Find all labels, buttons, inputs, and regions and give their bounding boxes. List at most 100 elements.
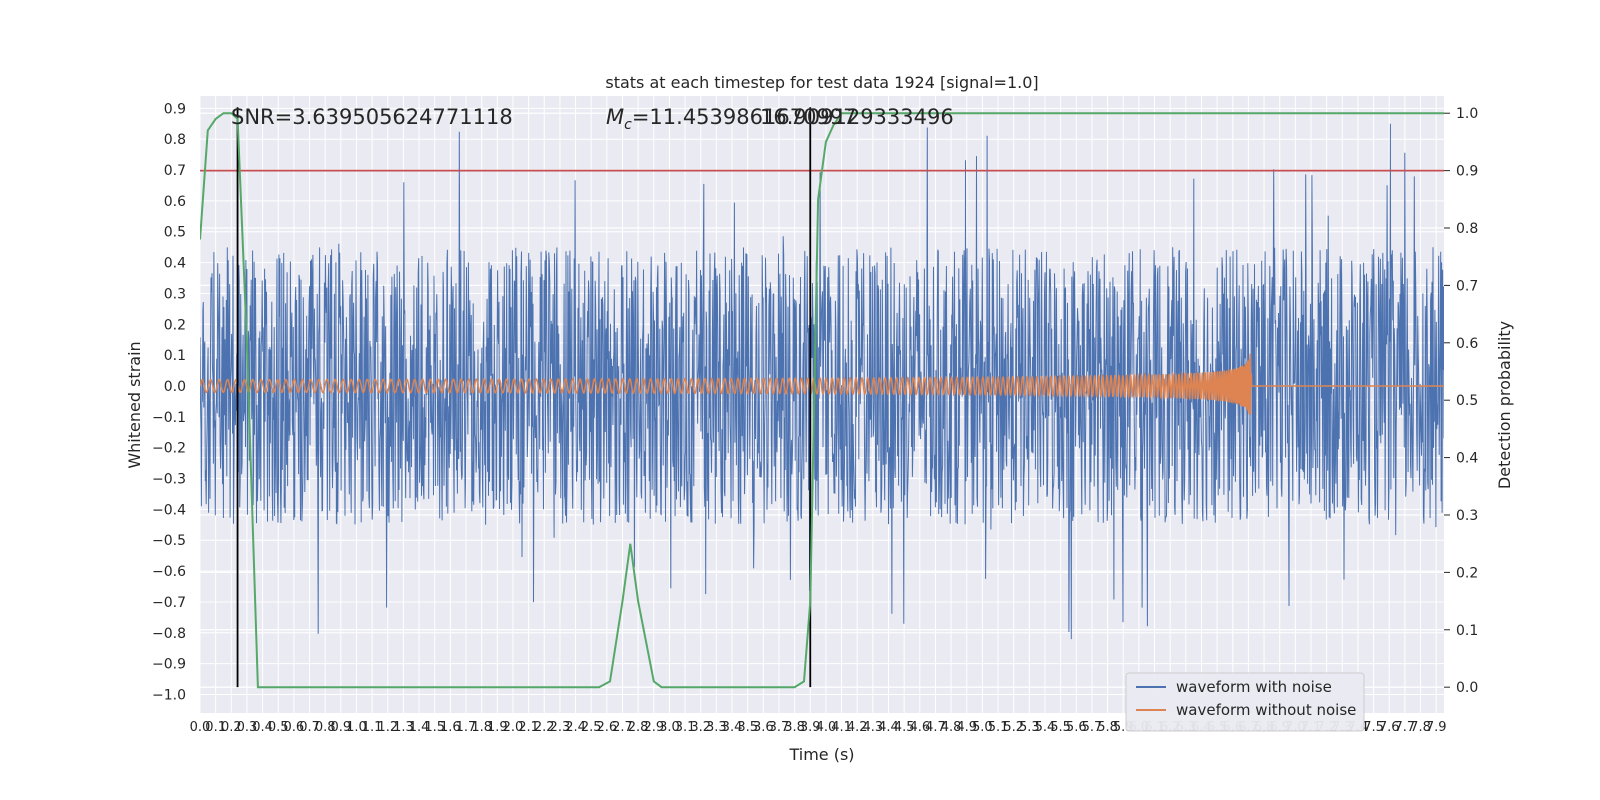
x-tick-label: 7.9 [1426, 720, 1447, 735]
y-axis-left-ticks: 0.9 0.8 0.7 0.6 0.5 0.4 0.3 0.2 0.1 0.0 −0.1 −0.2 −0… [152, 101, 186, 703]
x-tick-label: 5.1 [988, 720, 1009, 735]
x-tick-label: 0.0 [190, 720, 211, 735]
x-tick-label: 4.6 [909, 720, 930, 735]
x-tick-label: 3.9 [800, 720, 821, 735]
x-tick-label: 1.8 [471, 720, 492, 735]
x-tick-label: 1.7 [456, 720, 477, 735]
plot-content [200, 107, 1444, 689]
y-right-tick-label: 0.9 [1456, 164, 1478, 180]
legend-label-clean: waveform without noise [1176, 701, 1356, 719]
y-left-tick-label: 0.0 [164, 379, 186, 395]
x-tick-label: 3.6 [753, 720, 774, 735]
y-right-tick-label: 0.0 [1456, 680, 1478, 696]
y-left-tick-label: −0.4 [152, 502, 186, 518]
x-tick-label: 5.5 [1050, 720, 1071, 735]
y-left-tick-label: −0.7 [152, 595, 186, 611]
x-tick-label: 5.8 [1097, 720, 1118, 735]
y-right-tick-label: 0.1 [1456, 623, 1478, 639]
x-tick-label: 1.3 [393, 720, 414, 735]
x-tick-label: 3.5 [737, 720, 758, 735]
x-tick-label: 5.3 [1019, 720, 1040, 735]
y-left-tick-label: 0.6 [164, 194, 186, 210]
x-axis-ticks: 0.00.10.20.30.40.50.60.70.80.91.01.11.21… [190, 720, 1447, 735]
x-tick-label: 1.0 [346, 720, 367, 735]
x-tick-label: 3.1 [675, 720, 696, 735]
y-left-tick-label: 0.9 [164, 101, 186, 117]
x-tick-label: 0.7 [299, 720, 320, 735]
snr-annotation: SNR=3.639505624771118 [231, 105, 513, 129]
x-tick-label: 7.6 [1379, 720, 1400, 735]
series-waveform-with-noise [200, 123, 1444, 640]
x-tick-label: 0.6 [284, 720, 305, 735]
x-tick-label: 2.6 [596, 720, 617, 735]
x-tick-label: 3.4 [722, 720, 743, 735]
mc-symbol: M [606, 105, 624, 129]
x-tick-label: 4.0 [816, 720, 837, 735]
x-tick-label: 2.3 [550, 720, 571, 735]
legend: waveform with noise waveform without noi… [1125, 672, 1365, 732]
plot-area [200, 96, 1444, 713]
x-tick-label: 5.0 [972, 720, 993, 735]
y-right-tick-label: 0.4 [1456, 451, 1478, 467]
y-axis-left-label: Whitened strain [125, 341, 144, 468]
x-tick-label: 4.4 [878, 720, 899, 735]
x-tick-label: 4.5 [894, 720, 915, 735]
series-waveform-without-noise [200, 353, 1444, 415]
x-tick-label: 1.6 [440, 720, 461, 735]
y-axis-right-ticks: 1.0 0.9 0.8 0.7 0.6 0.5 0.4 0.3 0.2 0.1 0.0 [1444, 106, 1478, 696]
x-tick-label: 3.3 [706, 720, 727, 735]
x-tick-label: 2.5 [581, 720, 602, 735]
x-tick-label: 2.7 [612, 720, 633, 735]
mc-value: =11.4539861670997 [632, 105, 857, 129]
x-tick-label: 1.1 [362, 720, 383, 735]
y-left-tick-label: −0.3 [152, 472, 186, 488]
y-right-tick-label: 0.6 [1456, 336, 1478, 352]
x-tick-label: 2.2 [534, 720, 555, 735]
mc-annotation: Mc=11.4539861670997 [606, 105, 857, 133]
x-tick-label: 4.9 [956, 720, 977, 735]
x-tick-label: 2.8 [628, 720, 649, 735]
y-left-tick-label: 0.4 [164, 256, 186, 272]
y-right-tick-label: 0.3 [1456, 508, 1478, 524]
y-left-tick-label: −0.1 [152, 410, 186, 426]
legend-box [1125, 672, 1365, 732]
y-right-tick-label: 1.0 [1456, 106, 1478, 122]
legend-label-noise: waveform with noise [1176, 678, 1332, 696]
y-left-tick-label: 0.3 [164, 286, 186, 302]
x-tick-label: 5.6 [1066, 720, 1087, 735]
x-tick-label: 2.0 [503, 720, 524, 735]
x-tick-label: 3.0 [659, 720, 680, 735]
x-tick-label: 4.8 [941, 720, 962, 735]
x-tick-label: 7.7 [1395, 720, 1416, 735]
y-left-tick-label: 0.2 [164, 317, 186, 333]
x-tick-label: 2.9 [643, 720, 664, 735]
y-left-tick-label: −0.9 [152, 657, 186, 673]
y-left-tick-label: 0.7 [164, 163, 186, 179]
x-tick-label: 2.4 [565, 720, 586, 735]
x-tick-label: 0.4 [252, 720, 273, 735]
x-tick-label: 7.8 [1410, 720, 1431, 735]
x-tick-label: 1.2 [377, 720, 398, 735]
y-left-tick-label: 0.5 [164, 225, 186, 241]
x-tick-label: 4.1 [831, 720, 852, 735]
y-left-tick-label: 0.1 [164, 348, 186, 364]
x-tick-label: 3.7 [769, 720, 790, 735]
y-right-tick-label: 0.7 [1456, 278, 1478, 294]
x-tick-label: 0.2 [221, 720, 242, 735]
x-tick-label: 7.5 [1363, 720, 1384, 735]
x-tick-label: 3.8 [784, 720, 805, 735]
x-tick-label: 5.7 [1082, 720, 1103, 735]
x-tick-label: 3.2 [690, 720, 711, 735]
x-tick-label: 4.2 [847, 720, 868, 735]
x-axis-label: Time (s) [788, 745, 854, 764]
y-left-tick-label: −0.6 [152, 564, 186, 580]
y-right-tick-label: 0.8 [1456, 221, 1478, 237]
y-left-tick-label: −1.0 [152, 687, 186, 703]
x-tick-label: 0.5 [268, 720, 289, 735]
y-right-tick-label: 0.5 [1456, 393, 1478, 409]
x-tick-label: 0.3 [237, 720, 258, 735]
y-left-tick-label: −0.2 [152, 441, 186, 457]
chart-title: stats at each timestep for test data 192… [605, 73, 1038, 92]
y-left-tick-label: −0.8 [152, 626, 186, 642]
x-tick-label: 1.4 [409, 720, 430, 735]
